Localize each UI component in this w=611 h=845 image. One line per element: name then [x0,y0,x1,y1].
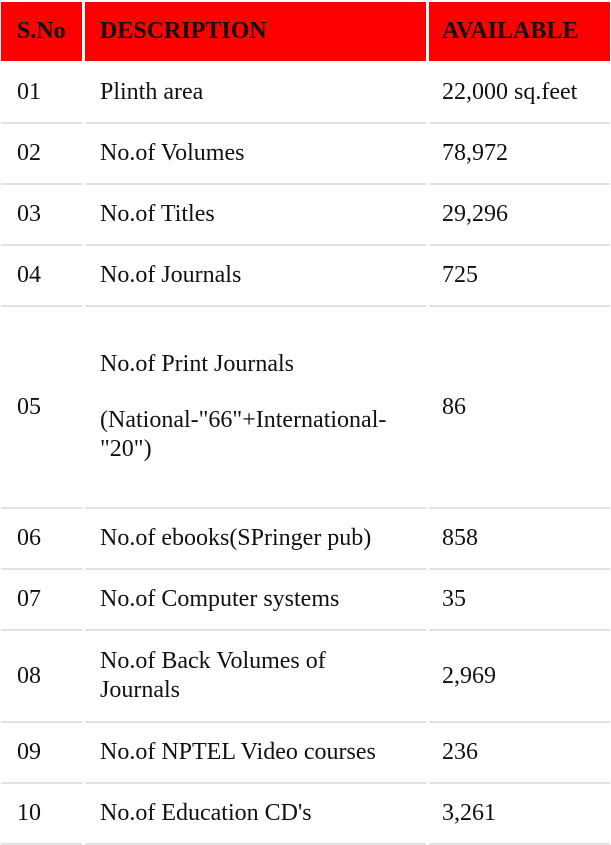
row-available: 2,969 [429,631,610,723]
row-description: No.of Journals [85,246,426,307]
row-available: 29,296 [429,185,610,246]
table-row: 04 No.of Journals 725 [1,246,610,307]
row-sno: 03 [1,185,82,246]
row-available: 3,261 [429,784,610,845]
row-sno: 04 [1,246,82,307]
header-sno: S.No [1,2,82,61]
row-sno: 05 [1,307,82,509]
row-available: 35 [429,570,610,631]
row-sno: 07 [1,570,82,631]
row-description: No.of Volumes [85,124,426,185]
row-sno: 01 [1,63,82,124]
row-available: 858 [429,509,610,570]
row-sno: 09 [1,723,82,784]
row-description: No.of Titles [85,185,426,246]
table-row: 09 No.of NPTEL Video courses 236 [1,723,610,784]
header-available: AVAILABLE [429,2,610,61]
table-row: 10 No.of Education CD's 3,261 [1,784,610,845]
table-body: 01 Plinth area 22,000 sq.feet 02 No.of V… [1,63,610,845]
table-row: 03 No.of Titles 29,296 [1,185,610,246]
row-description-text: No.of Back Volumes of Journals [100,648,326,703]
row-description: Plinth area [85,63,426,124]
table-row: 02 No.of Volumes 78,972 [1,124,610,185]
row-description: No.of Back Volumes of Journals [85,631,426,723]
row-available: 22,000 sq.feet [429,63,610,124]
row-description: No.of Print Journals (National-"66"+Inte… [85,307,426,509]
row-sno: 06 [1,509,82,570]
row-available: 236 [429,723,610,784]
row-available: 725 [429,246,610,307]
row-description-main: No.of Print Journals [100,351,294,377]
row-sno: 02 [1,124,82,185]
table-row: 07 No.of Computer systems 35 [1,570,610,631]
row-available: 78,972 [429,124,610,185]
row-sno: 08 [1,631,82,723]
row-description: No.of Computer systems [85,570,426,631]
table-row: 06 No.of ebooks(SPringer pub) 858 [1,509,610,570]
row-description: No.of Education CD's [85,784,426,845]
row-sno: 10 [1,784,82,845]
row-description: No.of ebooks(SPringer pub) [85,509,426,570]
table-header-row: S.No DESCRIPTION AVAILABLE [1,2,610,63]
table-row: 08 No.of Back Volumes of Journals 2,969 [1,631,610,723]
row-description-note: (National-"66"+International-"20") [100,407,387,462]
table-row: 05 No.of Print Journals (National-"66"+I… [1,307,610,509]
header-description: DESCRIPTION [85,2,426,61]
row-description: No.of NPTEL Video courses [85,723,426,784]
table-row: 01 Plinth area 22,000 sq.feet [1,63,610,124]
row-available: 86 [429,307,610,509]
